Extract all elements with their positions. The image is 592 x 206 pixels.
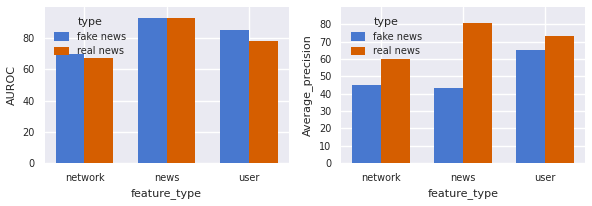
Bar [56,54,85,163]
Bar [85,58,113,163]
Bar [138,18,166,163]
Bar [166,18,195,163]
Y-axis label: AUROC: AUROC [7,65,17,105]
Bar [249,41,278,163]
Y-axis label: Average_precision: Average_precision [303,34,313,136]
Bar [516,50,545,163]
Bar [220,30,249,163]
X-axis label: feature_type: feature_type [427,188,498,199]
Bar [435,88,463,163]
Bar [381,59,410,163]
Legend: fake news, real news: fake news, real news [50,12,131,61]
Bar [463,22,492,163]
X-axis label: feature_type: feature_type [131,188,202,199]
Bar [545,36,574,163]
Bar [352,85,381,163]
Legend: fake news, real news: fake news, real news [346,12,427,61]
